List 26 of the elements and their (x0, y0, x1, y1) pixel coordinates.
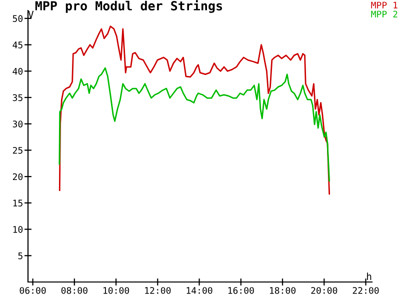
y-axis-title: V (28, 10, 34, 18)
x-tick-label: 08:00 (61, 287, 88, 294)
text: MPP 2 (371, 10, 398, 18)
chart-title: MPP pro Modul der Strings (35, 0, 222, 13)
line-series (58, 67, 330, 182)
y-tick-label: 15 (13, 200, 22, 207)
y-tick-label: 50 (12, 15, 23, 22)
x-tick-label: 18:00 (270, 287, 296, 294)
y-tick-label: 30 (12, 120, 23, 128)
y-tick-label: 35 (12, 94, 22, 102)
x-tick-label: 12:00 (145, 287, 171, 294)
text: MPP 1 (371, 2, 398, 8)
x-tick-label: 10:00 (104, 287, 130, 294)
x-tick-label: 06:00 (20, 287, 46, 294)
y-tick-label: 5 (18, 252, 22, 260)
x-tick-label: 22:00 (352, 287, 379, 294)
y-tick-label: 25 (12, 146, 22, 154)
y-tick-label: 45 (12, 42, 22, 48)
x-tick-label: 14:00 (186, 287, 212, 294)
x-tick-label: 16:00 (228, 287, 254, 294)
y-tick-label: 10 (13, 226, 23, 233)
x-axis-title: h (367, 272, 372, 280)
y-tick-label: 40 (12, 68, 23, 75)
line-series (58, 26, 330, 195)
x-tick-label: 20:00 (311, 287, 338, 294)
y-tick-label: 20 (12, 173, 23, 180)
